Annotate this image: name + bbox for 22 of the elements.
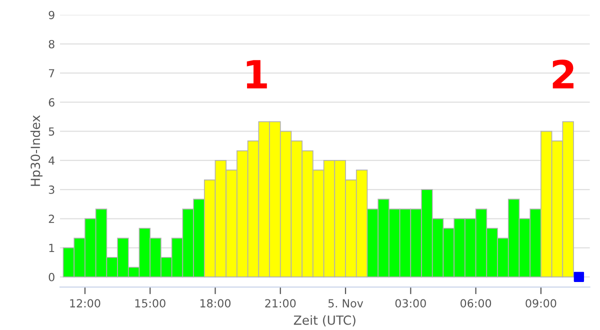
x-tick-label: 09:00 — [526, 299, 556, 308]
y-tick-label: 6 — [48, 98, 54, 107]
y-tick-label: 9 — [48, 10, 54, 20]
x-tick-label: 03:00 — [395, 299, 426, 308]
annotation: 1 — [246, 60, 267, 88]
y-tick-label: 3 — [48, 186, 54, 194]
x-tick-label: 21:00 — [265, 299, 296, 308]
y-tick-label: 8 — [48, 40, 54, 48]
x-tick-label: 5. Nov — [328, 299, 364, 308]
y-tick-label: 4 — [48, 156, 55, 165]
y-tick-label: 5 — [48, 127, 54, 136]
x-tick-label: 06:00 — [460, 299, 492, 308]
x-tick-label: 15:00 — [135, 299, 166, 308]
y-tick-label: 0 — [48, 272, 54, 282]
annotation: 2 — [552, 60, 574, 88]
y-tick-label: 7 — [48, 69, 54, 78]
y-tick-label: 1 — [49, 244, 54, 252]
y-tick-label: 2 — [48, 214, 54, 223]
x-tick-label: 12:00 — [70, 299, 100, 308]
x-axis-title: Zeit (UTC) — [294, 315, 356, 326]
x-tick-label: 18:00 — [200, 299, 231, 308]
y-axis-title: Hp30-Index — [30, 115, 43, 186]
